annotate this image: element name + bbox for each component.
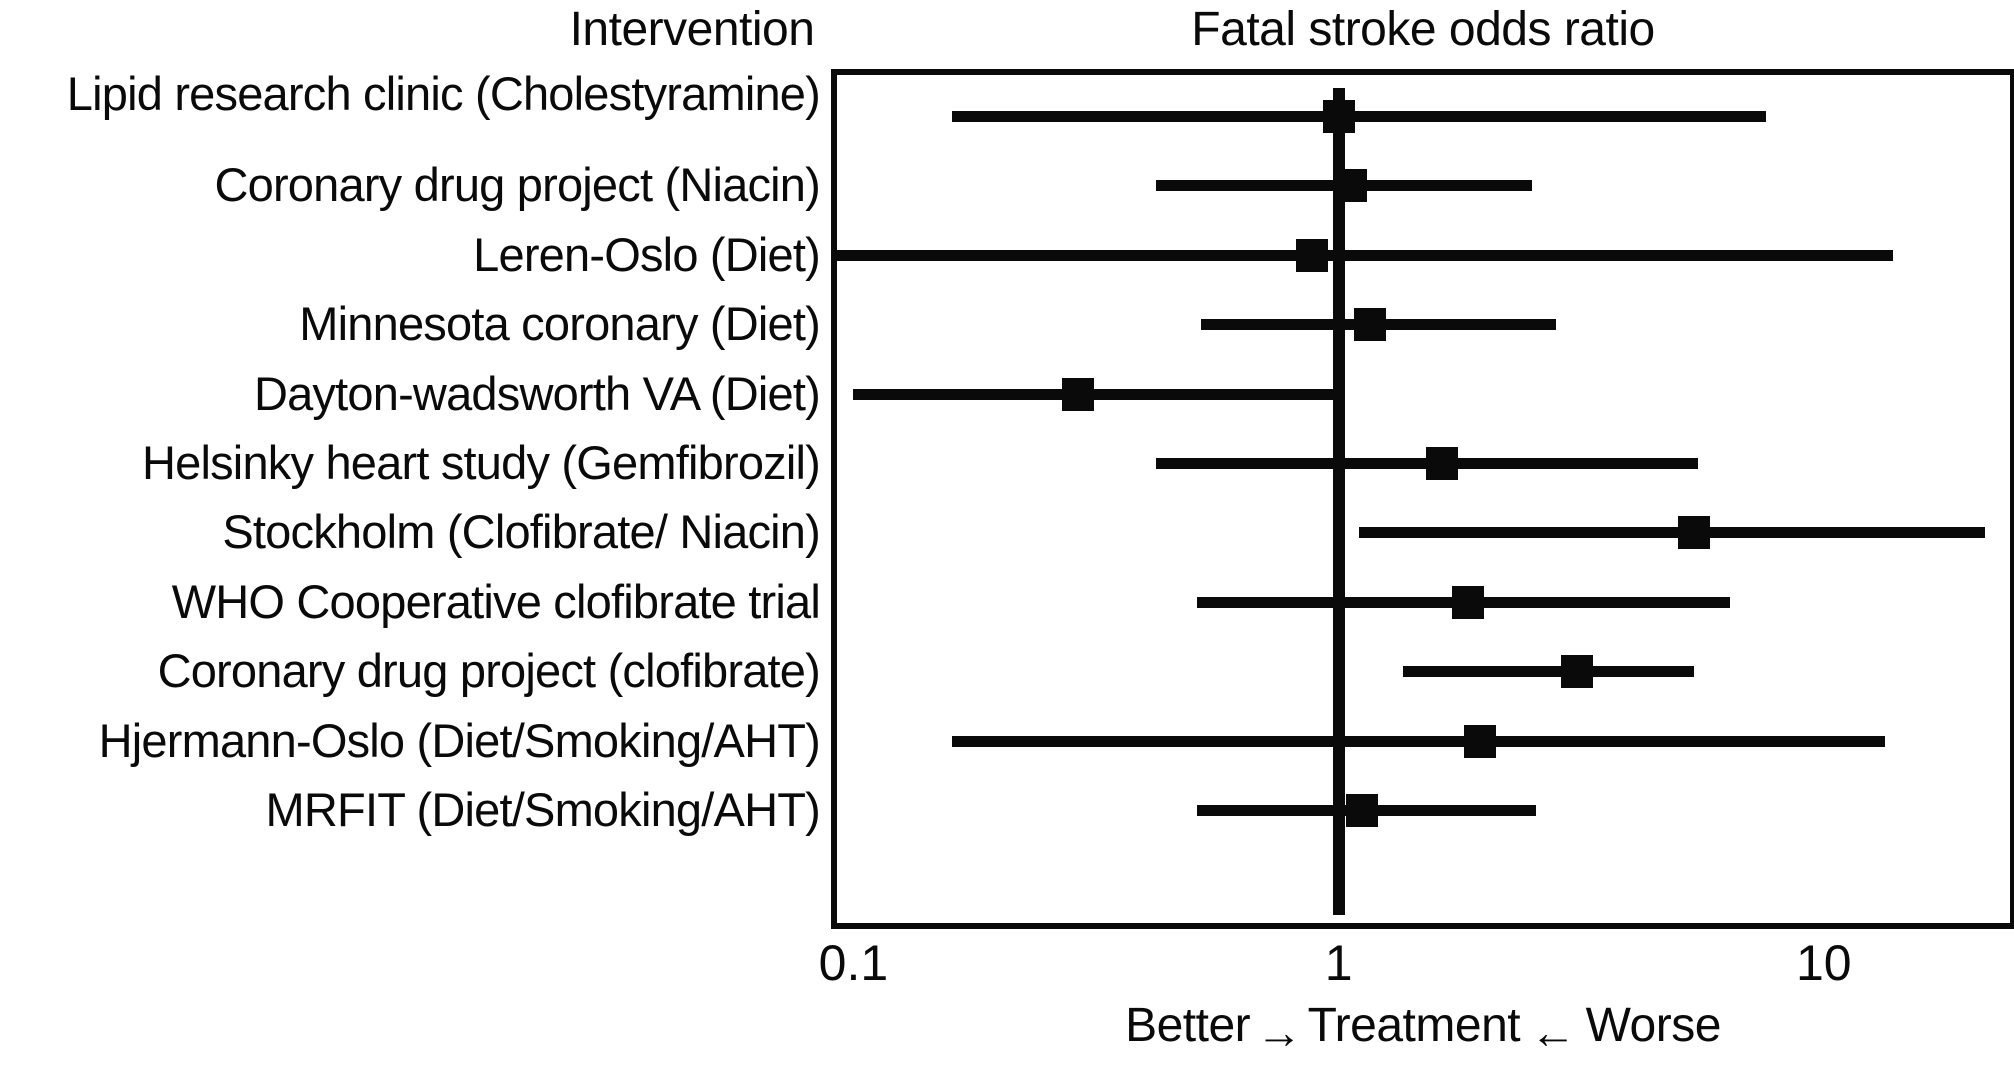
or-marker [1334, 169, 1367, 203]
intervention-column-header: Intervention [569, 3, 815, 56]
or-marker [1677, 516, 1710, 550]
ci-line [837, 249, 1894, 261]
ci-line [853, 388, 1339, 400]
study-label: Leren-Oslo (Diet) [473, 227, 821, 281]
or-marker [1425, 447, 1458, 480]
better-label: Better [1125, 999, 1251, 1052]
or-marker [1452, 585, 1485, 619]
right-arrow-icon: → [1256, 1006, 1302, 1058]
treatment-label: Treatment [1307, 999, 1521, 1052]
worse-label: Worse [1585, 999, 1722, 1052]
ci-line [1358, 527, 1986, 539]
study-label: Coronary drug project (Niacin) [214, 158, 820, 212]
x-tick-1: 1 [1324, 935, 1353, 991]
study-label: MRFIT (Diet/Smoking/AHT) [265, 783, 821, 836]
study-label: Stockholm (Clofibrate/ Niacin) [222, 505, 820, 559]
study-label: Helsinky heart study (Gemfibrozil) [141, 436, 821, 489]
plot-area [831, 69, 2014, 929]
study-label: WHO Cooperative clofibrate trial [171, 574, 821, 628]
ci-line [1403, 666, 1694, 678]
or-marker [1464, 724, 1497, 758]
or-marker [1061, 377, 1094, 411]
or-marker [1346, 794, 1379, 827]
or-marker [1322, 100, 1355, 133]
plot-title: Fatal stroke odds ratio [1191, 3, 1655, 56]
or-marker [1353, 308, 1386, 342]
or-marker [1561, 655, 1593, 689]
study-label: Coronary drug project (clofibrate) [157, 644, 821, 698]
x-tick-10: 10 [1795, 935, 1852, 991]
ci-line [952, 735, 1886, 747]
study-label: Lipid research clinic (Cholestyramine) [66, 67, 821, 120]
study-label: Hjermann-Oslo (Diet/Smoking/AHT) [98, 713, 821, 767]
reference-line-or-1 [1332, 88, 1345, 915]
ci-line [952, 111, 1766, 122]
study-label: Minnesota coronary (Diet) [299, 297, 821, 351]
x-axis-direction-label: Better → Treatment ← Worse [1125, 998, 1722, 1058]
x-tick-0-1: 0.1 [818, 935, 889, 991]
study-label: Dayton-wadsworth VA (Diet) [253, 366, 821, 420]
left-arrow-icon: ← [1530, 1006, 1576, 1058]
or-marker [1295, 238, 1328, 272]
